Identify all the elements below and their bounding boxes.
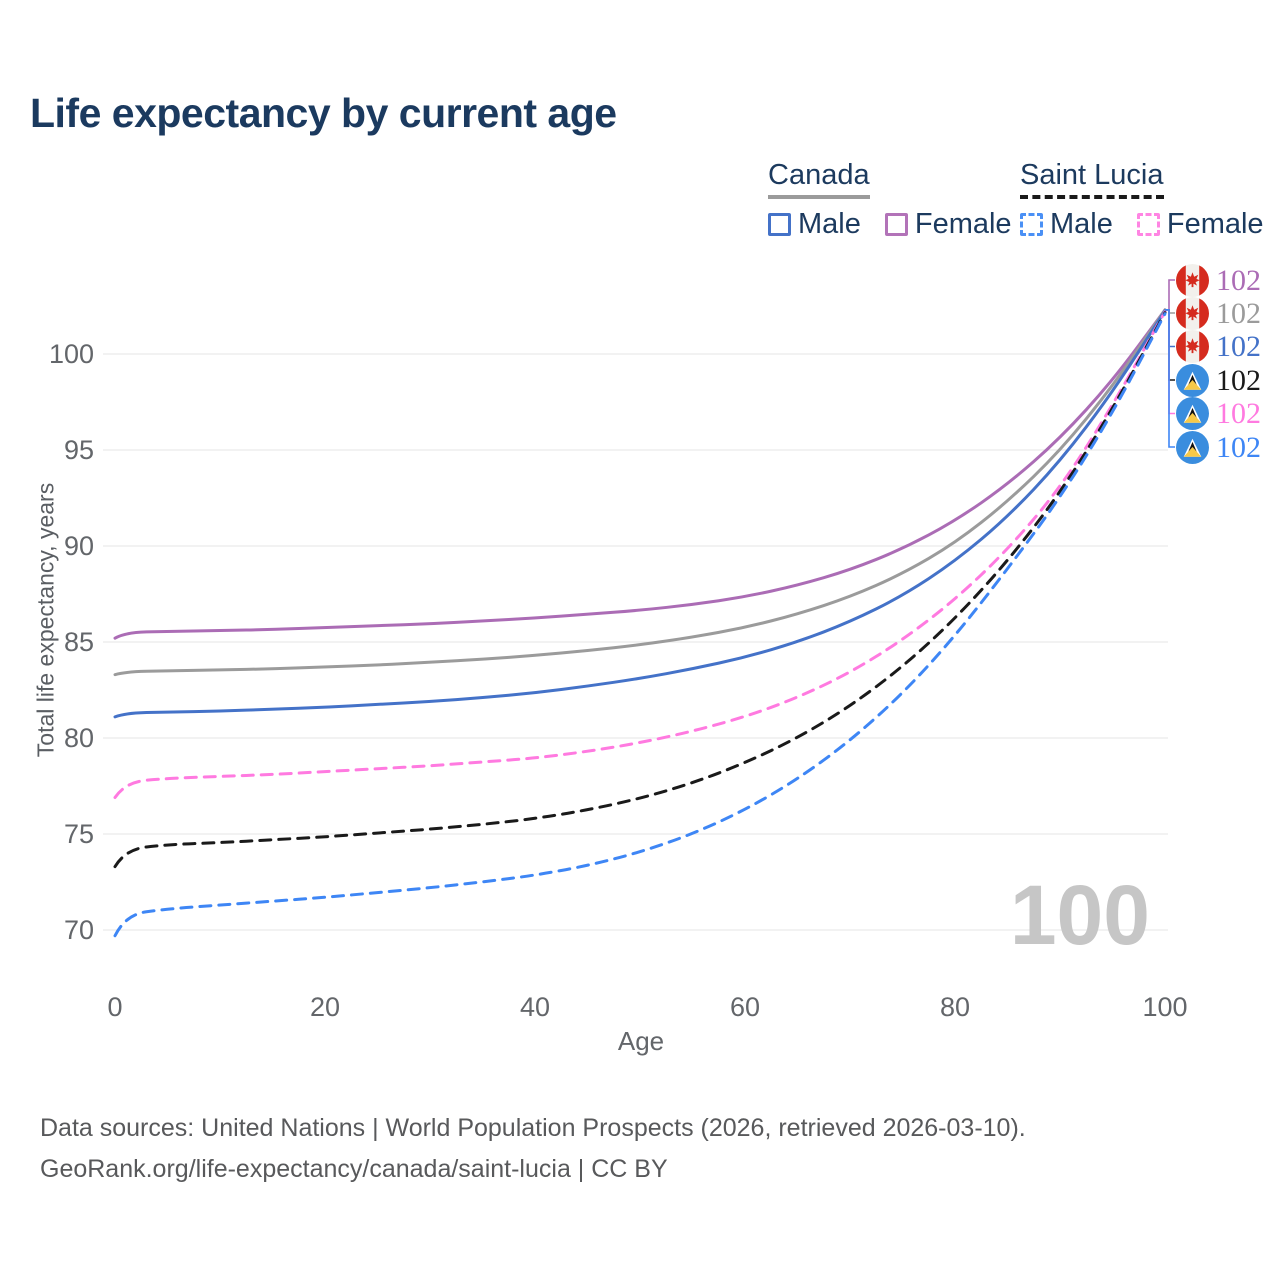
x-tick-40: 40	[520, 992, 550, 1022]
y-tick-90: 90	[64, 531, 94, 561]
y-tick-100: 100	[49, 339, 94, 369]
legend-label-saint-lucia-female: Female	[1166, 207, 1264, 240]
legend: Canada Male Female Saint Lucia Male	[0, 159, 1280, 246]
canada-flag-icon	[1176, 330, 1209, 363]
x-tick-20: 20	[310, 992, 340, 1022]
y-tick-70: 70	[64, 915, 94, 945]
page-title: Life expectancy by current age	[30, 90, 617, 136]
end-label-value: 102	[1216, 263, 1261, 297]
saint-lucia-flag-icon	[1176, 363, 1209, 397]
legend-country-saint-lucia: Saint Lucia	[1020, 159, 1164, 199]
end-label-value: 102	[1216, 430, 1261, 464]
end-label-saint-lucia-5: 102	[1176, 430, 1261, 464]
legend-item-saint-lucia-male[interactable]: Male	[1020, 208, 1113, 241]
end-label-value: 102	[1216, 363, 1261, 397]
legend-country-canada: Canada	[768, 159, 870, 199]
leader-line-4	[1165, 309, 1175, 415]
legend-group-saint-lucia: Saint Lucia Male Female	[1020, 159, 1264, 241]
legend-group-canada: Canada Male Female	[768, 159, 1012, 241]
end-label-saint-lucia-4: 102	[1176, 397, 1261, 430]
y-tick-75: 75	[64, 819, 94, 849]
y-tick-80: 80	[64, 723, 94, 753]
legend-item-canada-female[interactable]: Female	[884, 207, 1012, 241]
legend-label-canada-male: Male	[798, 207, 861, 240]
leader-line-3	[1165, 309, 1175, 381]
series-line-saint-lucia-female	[113, 310, 1167, 800]
series-line-canada-both-sexes	[113, 308, 1167, 677]
x-tick-80: 80	[940, 992, 970, 1022]
legend-item-canada-male[interactable]: Male	[768, 208, 861, 241]
end-label-value: 102	[1216, 397, 1261, 430]
series-line-canada-male	[113, 309, 1167, 719]
age-watermark: 100	[1009, 868, 1150, 962]
saint-lucia-flag-icon	[1176, 397, 1209, 430]
canada-female-swatch	[884, 212, 908, 236]
saint-lucia-flag-icon	[1176, 430, 1209, 464]
legend-label-canada-female: Female	[914, 207, 1012, 240]
canada-male-swatch	[768, 212, 791, 236]
y-tick-85: 85	[64, 627, 94, 657]
x-tick-100: 100	[1142, 992, 1187, 1022]
end-label-saint-lucia-3: 102	[1176, 363, 1261, 397]
legend-label-saint-lucia-male: Male	[1050, 207, 1113, 240]
series-line-canada-female	[113, 308, 1167, 640]
footer-data-sources: Data sources: United Nations | World Pop…	[40, 1114, 1026, 1142]
saint-lucia-female-swatch	[1136, 212, 1160, 236]
end-label-value: 102	[1216, 296, 1261, 330]
series-line-saint-lucia-both-sexes	[113, 311, 1167, 869]
y-tick-95: 95	[64, 435, 94, 465]
end-label-canada-2: 102	[1176, 330, 1261, 363]
legend-item-saint-lucia-female[interactable]: Female	[1136, 207, 1264, 241]
x-axis-title: Age	[617, 1026, 665, 1056]
x-tick-60: 60	[730, 992, 760, 1022]
x-tick-0: 0	[107, 992, 122, 1022]
series-line-saint-lucia-male	[113, 312, 1167, 938]
leader-line-5	[1165, 309, 1175, 448]
y-axis-title: Total life expectancy, years	[32, 482, 59, 758]
end-label-value: 102	[1216, 330, 1261, 363]
footer: Data sources: United Nations | World Pop…	[40, 1108, 1026, 1190]
footer-attribution: GeoRank.org/life-expectancy/canada/saint…	[40, 1155, 668, 1183]
leader-line-2	[1165, 309, 1175, 348]
canada-flag-icon	[1176, 296, 1209, 330]
saint-lucia-male-swatch	[1020, 212, 1043, 236]
end-label-canada-0: 102	[1176, 263, 1261, 297]
leader-line-0	[1165, 279, 1175, 311]
end-label-canada-1: 102	[1176, 296, 1261, 330]
canada-flag-icon	[1176, 263, 1209, 297]
